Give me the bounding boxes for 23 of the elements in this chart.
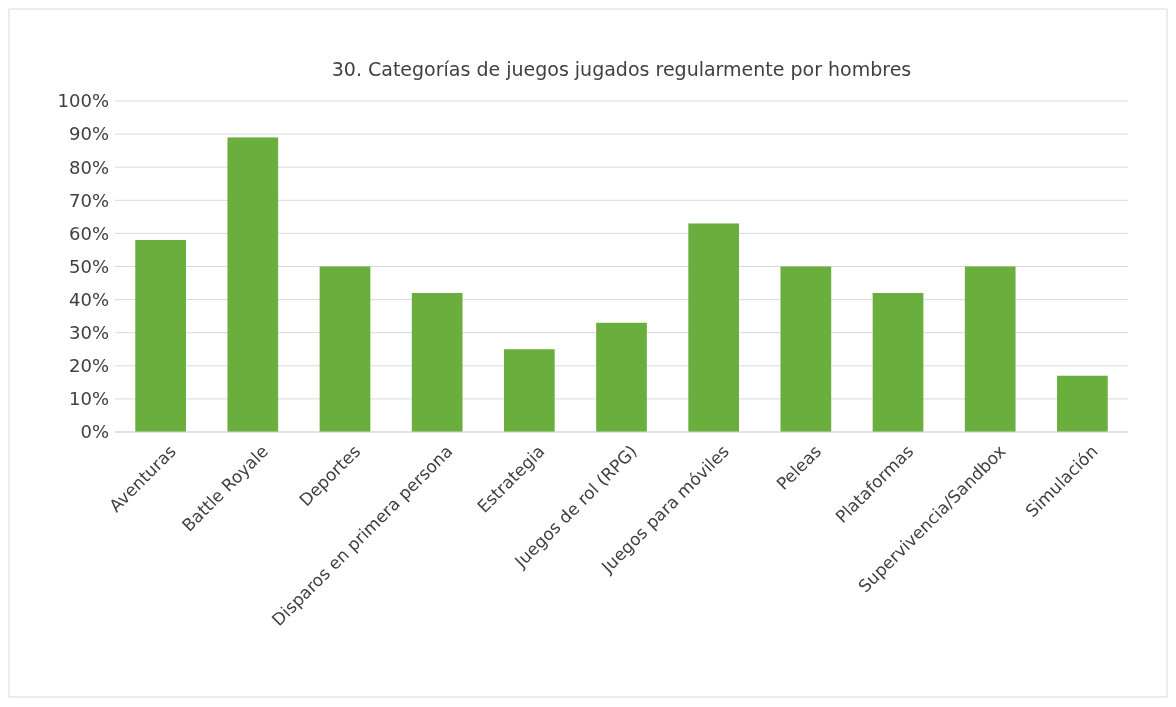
bar <box>503 349 555 432</box>
bar <box>319 266 371 432</box>
y-tick-label: 60% <box>68 222 109 244</box>
bar <box>964 266 1016 432</box>
y-tick-label: 100% <box>57 90 109 112</box>
y-tick-label: 30% <box>68 322 109 343</box>
bar <box>596 322 647 432</box>
bar <box>1057 375 1108 432</box>
y-tick-label: 80% <box>68 156 109 178</box>
bar <box>135 240 186 432</box>
bar <box>780 266 832 432</box>
bar <box>411 292 463 432</box>
y-tick-label: 50% <box>68 255 109 277</box>
bar <box>227 137 279 432</box>
bar <box>872 292 924 432</box>
chart-title: 30. Categorías de juegos jugados regularmente por hombres <box>331 58 912 80</box>
y-tick-label: 20% <box>68 355 109 377</box>
bar <box>688 223 740 432</box>
y-tick-label: 10% <box>68 388 109 410</box>
y-tick-label: 40% <box>68 288 109 310</box>
y-tick-label: 70% <box>68 189 109 211</box>
y-tick-label: 0% <box>80 421 109 443</box>
y-tick-label: 90% <box>68 123 109 145</box>
